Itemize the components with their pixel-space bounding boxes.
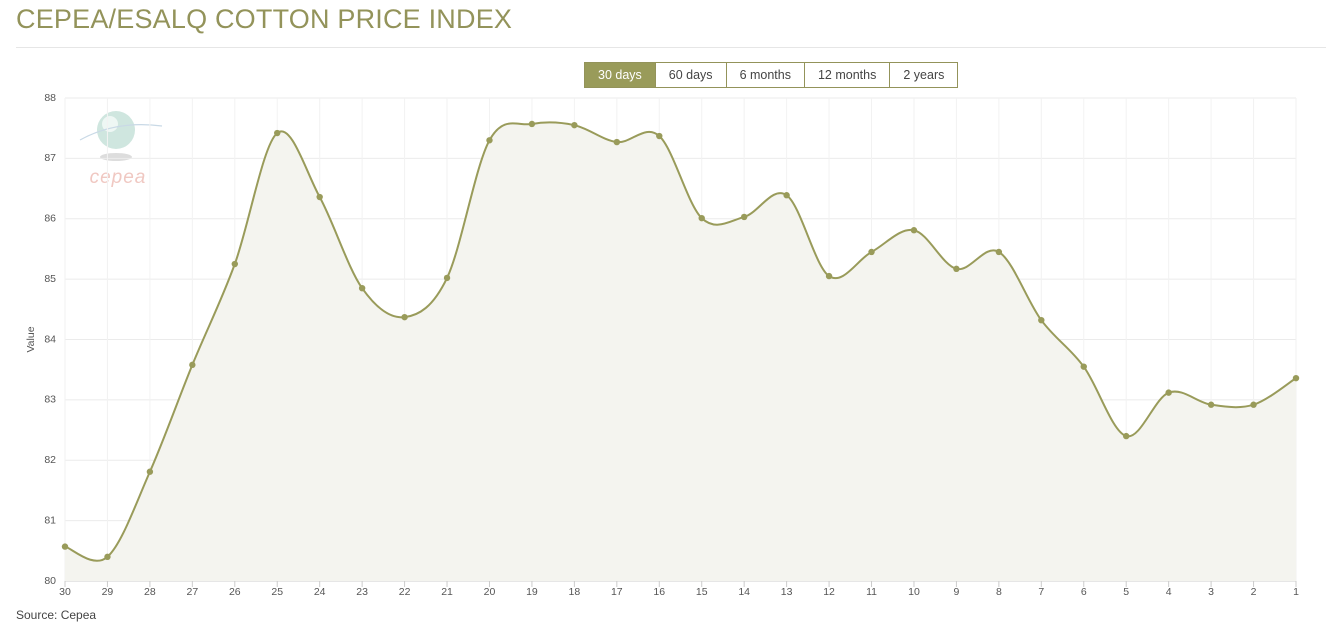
range-button[interactable]: 2 years xyxy=(889,62,959,88)
point xyxy=(401,313,408,321)
point xyxy=(486,137,493,144)
x-tick-label: 14 xyxy=(738,586,750,598)
x-tick-label: 12 xyxy=(823,586,835,598)
x-tick-label: 22 xyxy=(399,586,411,598)
point xyxy=(656,132,663,140)
logo: cepea xyxy=(79,111,163,188)
range-button[interactable]: 30 days xyxy=(584,62,656,88)
x-tick-label: 10 xyxy=(908,586,920,598)
y-tick-label: 82 xyxy=(44,454,56,466)
x-tick-label: 17 xyxy=(611,586,623,598)
x-tick-label: 11 xyxy=(866,586,877,598)
logo-text: cepea xyxy=(90,167,147,188)
point xyxy=(316,193,323,201)
point xyxy=(613,138,621,146)
point xyxy=(1250,401,1257,408)
x-tick-label: 27 xyxy=(187,586,199,598)
y-tick-label: 80 xyxy=(44,575,56,587)
y-tick-label: 88 xyxy=(44,92,56,104)
point xyxy=(1038,316,1045,324)
point xyxy=(1165,389,1172,396)
x-tick-label: 23 xyxy=(356,586,368,598)
x-tick-label: 1 xyxy=(1293,586,1299,598)
point xyxy=(1080,363,1087,370)
x-tick-label: 3 xyxy=(1208,586,1214,598)
x-tick-label: 7 xyxy=(1038,586,1044,598)
x-tick-label: 24 xyxy=(314,586,326,598)
point xyxy=(274,129,281,137)
x-tick-label: 5 xyxy=(1123,586,1129,598)
x-tick-label: 2 xyxy=(1251,586,1257,598)
point xyxy=(825,272,833,280)
point xyxy=(1207,401,1215,408)
point xyxy=(783,192,790,199)
point xyxy=(146,468,154,475)
point xyxy=(1123,432,1130,440)
point xyxy=(571,121,578,129)
y-tick-label: 81 xyxy=(44,514,56,526)
point xyxy=(698,214,705,222)
point xyxy=(953,265,960,273)
x-tick-label: 15 xyxy=(696,586,708,598)
point xyxy=(995,248,1003,256)
x-tick-label: 4 xyxy=(1166,586,1172,598)
range-button[interactable]: 60 days xyxy=(654,62,727,88)
x-tick-label: 26 xyxy=(229,586,241,598)
y-tick-label: 86 xyxy=(44,213,56,225)
range-selector: 30 days 60 days 6 months 12 months 2 years xyxy=(584,62,959,88)
point xyxy=(231,260,238,268)
divider xyxy=(16,47,1326,48)
y-tick-label: 85 xyxy=(44,273,56,285)
x-tick-label: 29 xyxy=(102,586,114,598)
point xyxy=(104,553,111,561)
x-tick-label: 30 xyxy=(59,586,71,598)
point xyxy=(740,213,748,221)
range-button[interactable]: 12 months xyxy=(803,62,891,88)
x-tick-label: 9 xyxy=(953,586,959,598)
point xyxy=(189,361,196,369)
point xyxy=(443,274,451,282)
page-title: CEPEA/ESALQ COTTON PRICE INDEX xyxy=(16,4,513,34)
y-tick-label: 84 xyxy=(44,333,56,345)
range-button[interactable]: 6 months xyxy=(725,62,805,88)
y-tick-label: 87 xyxy=(44,152,56,164)
x-tick-label: 20 xyxy=(484,586,496,598)
point xyxy=(910,227,918,234)
point xyxy=(528,120,536,128)
point xyxy=(868,248,875,256)
x-tick-label: 21 xyxy=(441,586,453,598)
x-tick-label: 18 xyxy=(569,586,581,598)
point xyxy=(61,543,69,550)
x-tick-label: 25 xyxy=(271,586,283,598)
x-tick-label: 28 xyxy=(144,586,156,598)
source-note: Source: Cepea xyxy=(16,608,97,622)
x-tick-label: 13 xyxy=(781,586,793,598)
y-tick-label: 83 xyxy=(44,394,56,406)
x-tick-label: 19 xyxy=(526,586,538,598)
area xyxy=(65,122,1296,582)
point xyxy=(358,284,366,292)
y-axis-title: Value xyxy=(25,326,37,352)
x-tick-label: 8 xyxy=(996,586,1002,598)
point xyxy=(1292,374,1300,382)
x-tick-label: 16 xyxy=(653,586,665,598)
x-tick-label: 6 xyxy=(1081,586,1087,598)
